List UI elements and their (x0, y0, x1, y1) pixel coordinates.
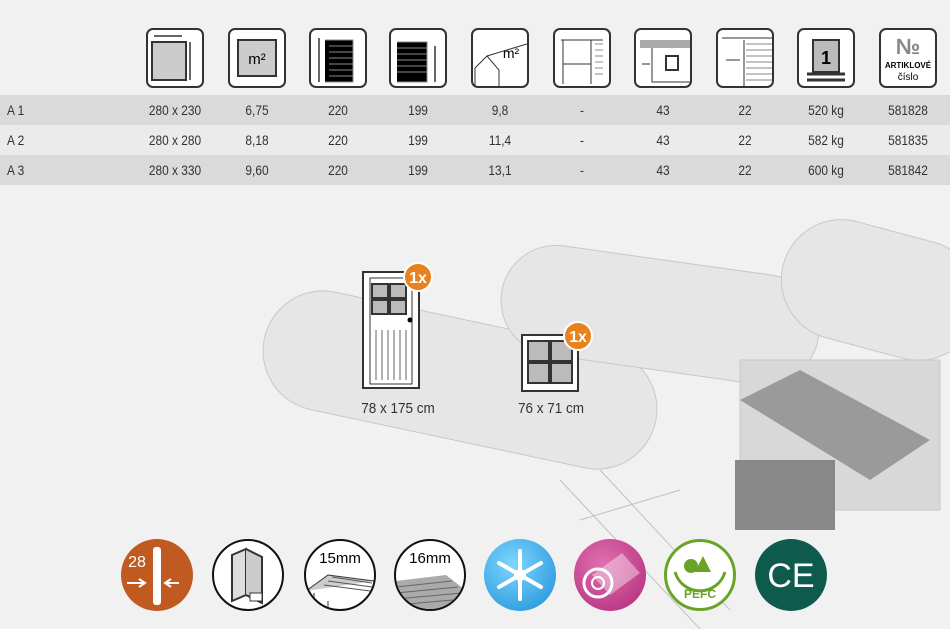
table-cell: 520 kg (808, 102, 844, 118)
table-cell: - (580, 102, 584, 118)
table-cell: 8,18 (245, 132, 269, 148)
row-label: A 1 (7, 102, 25, 118)
door-opening-width-icon (553, 28, 611, 88)
svg-text:číslo: číslo (898, 72, 919, 83)
window-size-caption: 76 x 71 cm (517, 400, 585, 417)
table-cell: 581842 (888, 162, 928, 178)
table-cell: - (580, 132, 584, 148)
floor-dimensions-icon (146, 28, 204, 88)
door-size-caption: 78 x 175 cm (361, 400, 435, 417)
table-cell: 220 (328, 162, 348, 178)
table-cell: 280 x 330 (148, 162, 202, 178)
floor-boards-16mm-icon: 16mm (394, 539, 466, 611)
svg-text:CE: CE (767, 557, 814, 595)
table-row: A 3 280 x 330 9,60 220 199 13,1 - 43 22 600 kg 581… (0, 155, 950, 185)
table-cell: 22 (738, 162, 752, 178)
table-cell: 600 kg (808, 162, 844, 178)
table-cell: 220 (328, 102, 348, 118)
table-row: A 2 280 x 280 8,18 220 199 11,4 - 43 22 582 kg 581… (0, 125, 950, 155)
table-cell: 581828 (888, 102, 928, 118)
table-cell: 22 (738, 102, 752, 118)
svg-text:ARTIKLOVÉ: ARTIKLOVÉ (885, 61, 932, 70)
door-quantity-badge: 1x (403, 262, 433, 292)
svg-text:PEFC: PEFC (684, 587, 716, 601)
wall-height-front-icon (309, 28, 367, 88)
article-number-icon: № ARTIKLOVÉ číslo (879, 28, 937, 88)
svg-text:1: 1 (821, 48, 831, 68)
window-glass-icon (212, 539, 284, 611)
table-cell: 220 (328, 132, 348, 148)
roofing-felt-roll-icon (574, 539, 646, 611)
table-cell: 43 (656, 162, 670, 178)
svg-text:15mm: 15mm (319, 550, 361, 567)
pefc-icon: PEFC (664, 539, 736, 611)
table-cell: 199 (408, 132, 428, 148)
table-cell: 9,60 (245, 162, 269, 178)
table-row: A 1 280 x 230 6,75 220 199 9,8 - 43 22 520 kg 5818… (0, 95, 950, 125)
table-cell: 43 (656, 102, 670, 118)
wall-thickness-icon (716, 28, 774, 88)
svg-text:m²: m² (503, 45, 520, 61)
snowflake-icon (484, 539, 556, 611)
svg-text:28: 28 (128, 554, 146, 571)
svg-text:16mm: 16mm (409, 550, 451, 567)
table-cell: - (580, 162, 584, 178)
table-cell: 582 kg (808, 132, 844, 148)
table-cell: 22 (738, 132, 752, 148)
table-cell: 9,8 (491, 102, 509, 118)
window-quantity-badge: 1x (563, 321, 593, 351)
roof-area-m2-icon: m² (471, 28, 529, 88)
spec-header-icons: m² m² 1 № ARTIKLOVÉ číslo (0, 28, 950, 88)
row-label: A 3 (7, 162, 25, 178)
roof-overhang-icon (634, 28, 692, 88)
blueprint-background (262, 219, 950, 629)
table-cell: 13,1 (488, 162, 512, 178)
table-cell: 280 x 280 (148, 132, 202, 148)
svg-text:m²: m² (248, 51, 266, 68)
table-cell: 199 (408, 102, 428, 118)
table-cell: 43 (656, 132, 670, 148)
roof-boards-15mm-icon: 15mm (304, 539, 376, 611)
wall-thickness-28-icon: 28 (121, 539, 193, 611)
svg-text:№: № (896, 34, 921, 59)
weight-pallet-icon: 1 (797, 28, 855, 88)
floor-area-m2-icon: m² (228, 28, 286, 88)
wall-height-rear-icon (389, 28, 447, 88)
table-cell: 11,4 (488, 132, 512, 148)
door-icon (362, 271, 420, 389)
table-cell: 199 (408, 162, 428, 178)
row-label: A 2 (7, 132, 25, 148)
table-cell: 280 x 230 (148, 102, 202, 118)
table-cell: 581835 (888, 132, 928, 148)
ce-mark-icon: CE (755, 539, 827, 611)
table-cell: 6,75 (245, 102, 269, 118)
